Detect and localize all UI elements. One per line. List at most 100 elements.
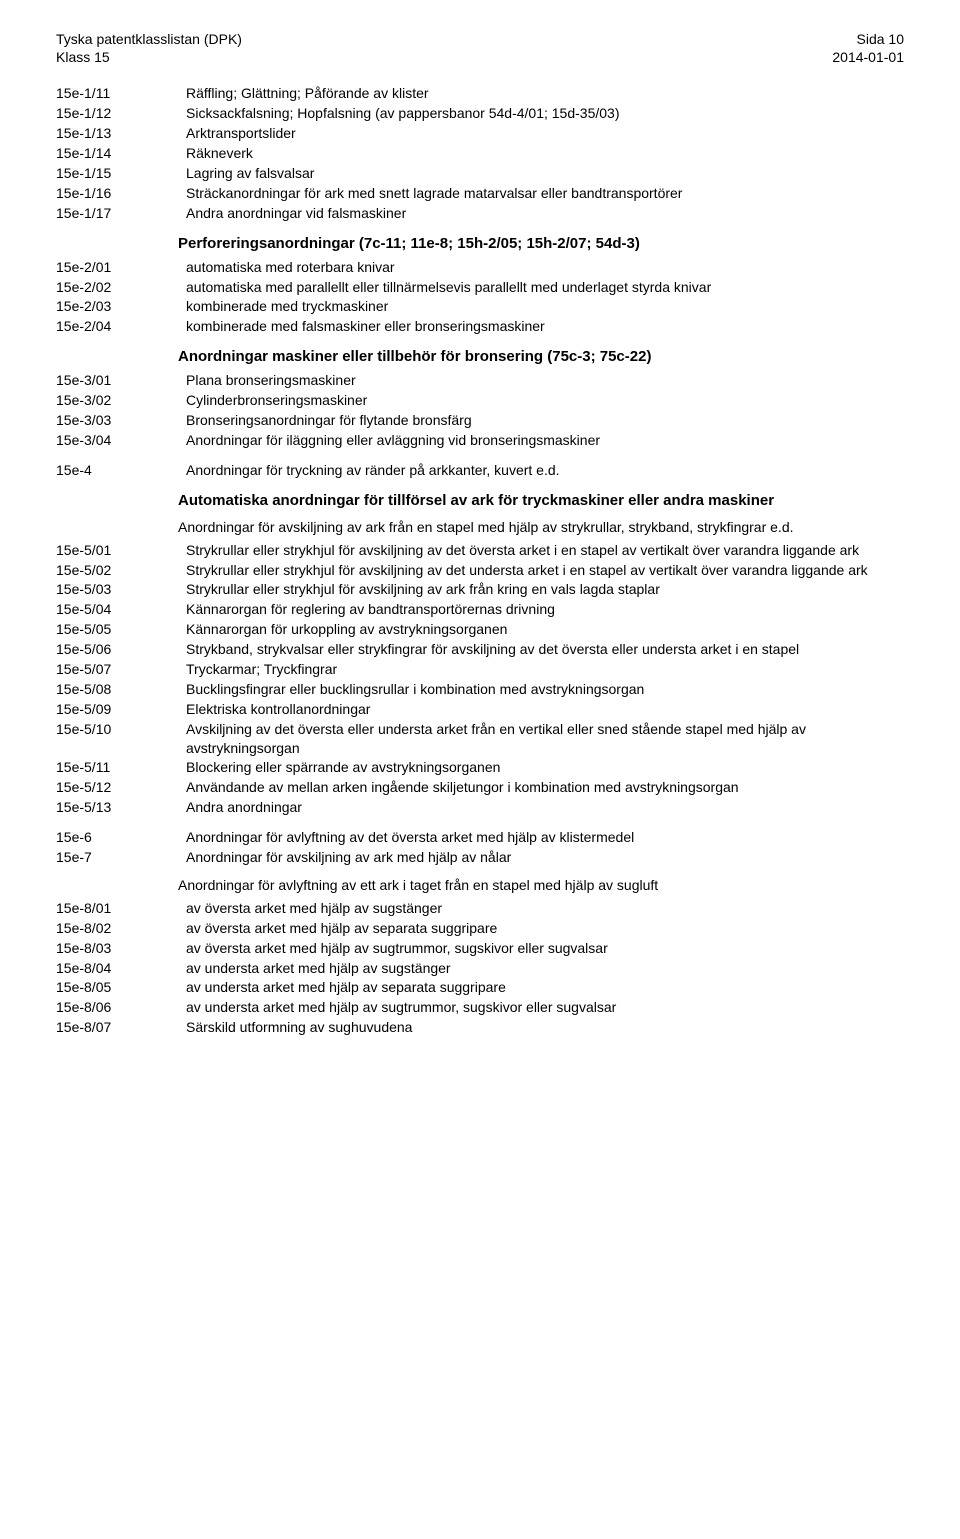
entry-description: Särskild utformning av sughuvudena bbox=[186, 1018, 904, 1037]
classification-entry: 15e-4Anordningar för tryckning av ränder… bbox=[56, 461, 904, 480]
entry-description: Sicksackfalsning; Hopfalsning (av papper… bbox=[186, 104, 904, 123]
classification-entry: 15e-5/02Strykrullar eller strykhjul för … bbox=[56, 561, 904, 580]
entry-code: 15e-1/15 bbox=[56, 164, 186, 183]
sub-heading: Anordningar för avskiljning av ark från … bbox=[178, 519, 904, 535]
entry-code: 15e-1/16 bbox=[56, 184, 186, 203]
classification-entry: 15e-5/09Elektriska kontrollanordningar bbox=[56, 700, 904, 719]
classification-entry: 15e-3/03Bronseringsanordningar för flyta… bbox=[56, 411, 904, 430]
entry-code: 15e-1/12 bbox=[56, 104, 186, 123]
entry-code: 15e-3/04 bbox=[56, 431, 186, 450]
entry-description: av översta arket med hjälp av sugstänger bbox=[186, 899, 904, 918]
classification-entry: 15e-5/07Tryckarmar; Tryckfingrar bbox=[56, 660, 904, 679]
entry-description: Sträckanordningar för ark med snett lagr… bbox=[186, 184, 904, 203]
classification-entry: 15e-1/14Räkneverk bbox=[56, 144, 904, 163]
entry-description: Avskiljning av det översta eller underst… bbox=[186, 720, 904, 758]
entry-code: 15e-5/11 bbox=[56, 758, 186, 777]
classification-entry: 15e-5/11Blockering eller spärrande av av… bbox=[56, 758, 904, 777]
entry-description: Blockering eller spärrande av avstryknin… bbox=[186, 758, 904, 777]
section-heading: Anordningar maskiner eller tillbehör för… bbox=[178, 348, 904, 365]
entry-code: 15e-2/02 bbox=[56, 278, 186, 297]
classification-entry: 15e-5/13Andra anordningar bbox=[56, 798, 904, 817]
entry-description: Arktransportslider bbox=[186, 124, 904, 143]
entry-description: Anordningar för avskiljning av ark med h… bbox=[186, 848, 904, 867]
entry-description: av översta arket med hjälp av sugtrummor… bbox=[186, 939, 904, 958]
header-class: Klass 15 bbox=[56, 48, 242, 66]
classification-entry: 15e-5/05Kännarorgan för urkoppling av av… bbox=[56, 620, 904, 639]
entry-description: av understa arket med hjälp av separata … bbox=[186, 978, 904, 997]
entry-description: Användande av mellan arken ingående skil… bbox=[186, 778, 904, 797]
entry-description: Cylinderbronseringsmaskiner bbox=[186, 391, 904, 410]
entry-description: kombinerade med tryckmaskiner bbox=[186, 297, 904, 316]
entry-description: Andra anordningar vid falsmaskiner bbox=[186, 204, 904, 223]
entry-code: 15e-2/03 bbox=[56, 297, 186, 316]
classification-entry: 15e-8/01av översta arket med hjälp av su… bbox=[56, 899, 904, 918]
header-left: Tyska patentklasslistan (DPK) Klass 15 bbox=[56, 30, 242, 66]
entry-description: Anordningar för iläggning eller avläggni… bbox=[186, 431, 904, 450]
classification-entry: 15e-8/04av understa arket med hjälp av s… bbox=[56, 959, 904, 978]
classification-entry: 15e-2/03kombinerade med tryckmaskiner bbox=[56, 297, 904, 316]
entry-code: 15e-5/12 bbox=[56, 778, 186, 797]
entry-code: 15e-8/06 bbox=[56, 998, 186, 1017]
header-date: 2014-01-01 bbox=[832, 48, 904, 66]
entry-description: Andra anordningar bbox=[186, 798, 904, 817]
classification-entry: 15e-5/06Strykband, strykvalsar eller str… bbox=[56, 640, 904, 659]
entry-code: 15e-5/07 bbox=[56, 660, 186, 679]
entry-code: 15e-3/01 bbox=[56, 371, 186, 390]
entry-code: 15e-4 bbox=[56, 461, 186, 480]
entry-code: 15e-3/03 bbox=[56, 411, 186, 430]
entry-code: 15e-1/17 bbox=[56, 204, 186, 223]
entry-code: 15e-5/09 bbox=[56, 700, 186, 719]
classification-entry: 15e-5/03Strykrullar eller strykhjul för … bbox=[56, 580, 904, 599]
classification-entry: 15e-6Anordningar för avlyftning av det ö… bbox=[56, 828, 904, 847]
section-heading: Automatiska anordningar för tillförsel a… bbox=[178, 492, 904, 509]
classification-entry: 15e-1/16Sträckanordningar för ark med sn… bbox=[56, 184, 904, 203]
entry-description: automatiska med parallellt eller tillnär… bbox=[186, 278, 904, 297]
classification-entry: 15e-2/02automatiska med parallellt eller… bbox=[56, 278, 904, 297]
entry-code: 15e-8/01 bbox=[56, 899, 186, 918]
classification-entry: 15e-8/07Särskild utformning av sughuvude… bbox=[56, 1018, 904, 1037]
entry-code: 15e-5/03 bbox=[56, 580, 186, 599]
page-header: Tyska patentklasslistan (DPK) Klass 15 S… bbox=[56, 30, 904, 66]
classification-entry: 15e-8/05av understa arket med hjälp av s… bbox=[56, 978, 904, 997]
entry-code: 15e-8/04 bbox=[56, 959, 186, 978]
entry-code: 15e-5/10 bbox=[56, 720, 186, 758]
classification-entry: 15e-1/12Sicksackfalsning; Hopfalsning (a… bbox=[56, 104, 904, 123]
entry-description: Kännarorgan för urkoppling av avstryknin… bbox=[186, 620, 904, 639]
entry-code: 15e-1/14 bbox=[56, 144, 186, 163]
entry-code: 15e-7 bbox=[56, 848, 186, 867]
entry-description: Räffling; Glättning; Påförande av kliste… bbox=[186, 84, 904, 103]
entry-code: 15e-5/13 bbox=[56, 798, 186, 817]
entry-code: 15e-5/04 bbox=[56, 600, 186, 619]
entry-code: 15e-5/02 bbox=[56, 561, 186, 580]
classification-entry: 15e-8/02av översta arket med hjälp av se… bbox=[56, 919, 904, 938]
entry-description: av understa arket med hjälp av sugtrummo… bbox=[186, 998, 904, 1017]
classification-entry: 15e-2/01automatiska med roterbara knivar bbox=[56, 258, 904, 277]
entry-code: 15e-2/04 bbox=[56, 317, 186, 336]
classification-entry: 15e-1/11Räffling; Glättning; Påförande a… bbox=[56, 84, 904, 103]
entry-description: kombinerade med falsmaskiner eller brons… bbox=[186, 317, 904, 336]
entry-description: Strykrullar eller strykhjul för avskiljn… bbox=[186, 561, 904, 580]
classification-entry: 15e-5/04Kännarorgan för reglering av ban… bbox=[56, 600, 904, 619]
section-heading: Perforeringsanordningar (7c-11; 11e-8; 1… bbox=[178, 235, 904, 252]
entry-code: 15e-5/05 bbox=[56, 620, 186, 639]
entry-description: Strykrullar eller strykhjul för avskiljn… bbox=[186, 541, 904, 560]
entry-code: 15e-1/11 bbox=[56, 84, 186, 103]
spacer bbox=[56, 818, 904, 828]
entry-description: Strykrullar eller strykhjul för avskiljn… bbox=[186, 580, 904, 599]
classification-entry: 15e-5/12Användande av mellan arken ingåe… bbox=[56, 778, 904, 797]
classification-entry: 15e-1/17Andra anordningar vid falsmaskin… bbox=[56, 204, 904, 223]
header-page-num: Sida 10 bbox=[832, 30, 904, 48]
entry-code: 15e-2/01 bbox=[56, 258, 186, 277]
entry-code: 15e-3/02 bbox=[56, 391, 186, 410]
entry-description: Anordningar för tryckning av ränder på a… bbox=[186, 461, 904, 480]
entry-code: 15e-8/03 bbox=[56, 939, 186, 958]
entry-description: Tryckarmar; Tryckfingrar bbox=[186, 660, 904, 679]
classification-entry: 15e-1/15Lagring av falsvalsar bbox=[56, 164, 904, 183]
entry-code: 15e-5/06 bbox=[56, 640, 186, 659]
classification-entry: 15e-5/10Avskiljning av det översta eller… bbox=[56, 720, 904, 758]
entry-description: Bronseringsanordningar för flytande bron… bbox=[186, 411, 904, 430]
entry-code: 15e-1/13 bbox=[56, 124, 186, 143]
classification-entry: 15e-8/06av understa arket med hjälp av s… bbox=[56, 998, 904, 1017]
entry-description: av understa arket med hjälp av sugstänge… bbox=[186, 959, 904, 978]
classification-entry: 15e-1/13Arktransportslider bbox=[56, 124, 904, 143]
